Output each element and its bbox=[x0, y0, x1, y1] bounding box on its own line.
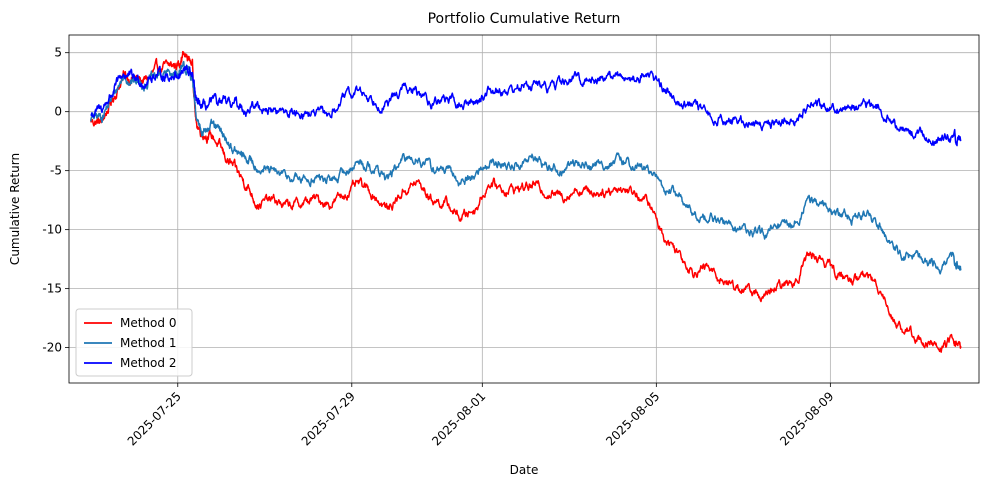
series-line-method-2 bbox=[90, 64, 962, 147]
legend-box bbox=[75, 308, 193, 377]
chart-title: Portfolio Cumulative Return bbox=[428, 11, 621, 27]
y-tick-label: 0 bbox=[54, 105, 62, 119]
series-line-method-0 bbox=[90, 50, 962, 353]
legend-label: Method 1 bbox=[120, 336, 176, 350]
x-axis-label: Date bbox=[510, 463, 539, 477]
y-tick-label: -10 bbox=[42, 223, 62, 237]
y-axis-ticks: 5 0 -5 -10 -15 -20 bbox=[42, 46, 69, 355]
legend-label: Method 0 bbox=[120, 316, 176, 330]
y-tick-label: 5 bbox=[54, 46, 62, 60]
y-tick-label: -15 bbox=[42, 282, 62, 296]
y-axis-label: Cumulative Return bbox=[8, 153, 22, 265]
y-tick-label: -5 bbox=[50, 164, 62, 178]
series-lines bbox=[90, 50, 962, 353]
y-tick-label: -20 bbox=[42, 341, 62, 355]
series-line-method-1 bbox=[90, 60, 962, 275]
legend-label: Method 2 bbox=[120, 356, 176, 370]
plot-frame bbox=[68, 34, 980, 384]
legend: Method 0 Method 1 Method 2 bbox=[75, 308, 193, 377]
